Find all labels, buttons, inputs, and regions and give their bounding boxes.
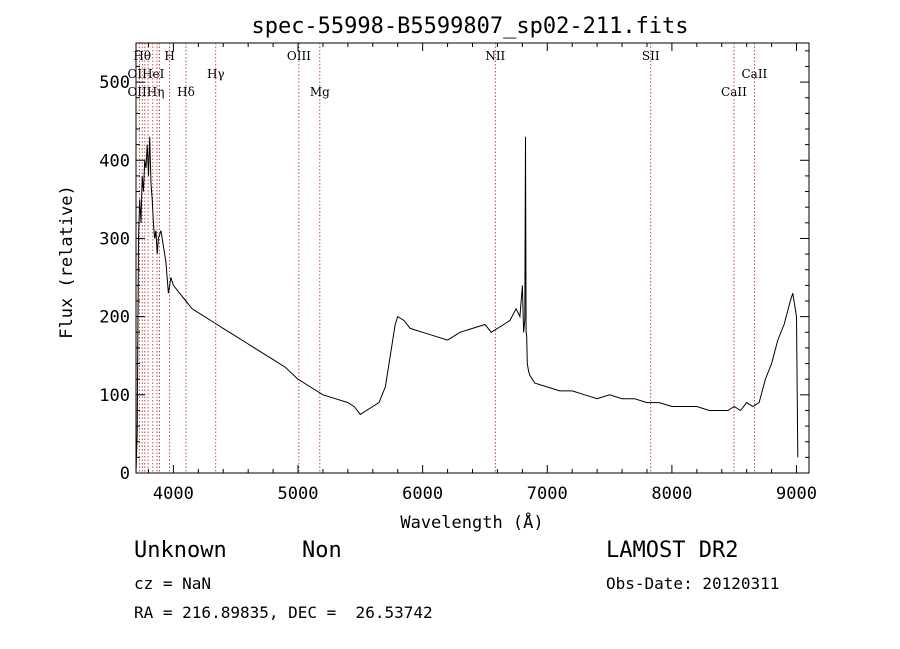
x-tick-label: 4000: [153, 484, 194, 504]
x-tick-label: 8000: [651, 484, 692, 504]
line-annotation: H: [164, 49, 174, 63]
line-annotation: Hθ: [133, 49, 151, 63]
x-axis-label: Wavelength (Å): [400, 511, 543, 533]
survey-name: LAMOST DR2: [606, 538, 739, 563]
line-annotation: Hδ: [177, 85, 195, 99]
line-annotation: OIIHη: [127, 85, 164, 99]
line-annotation: CaII: [721, 85, 747, 99]
object-name: Unknown: [134, 538, 227, 563]
y-tick-label: 500: [99, 73, 130, 93]
y-axis-ticks: 0 100 200 300 400 500: [99, 50, 809, 484]
y-tick-label: 100: [99, 386, 130, 406]
y-tick-label: 200: [99, 308, 130, 328]
x-tick-label: 9000: [776, 484, 817, 504]
line-annotation: OIII: [287, 49, 311, 63]
x-tick-label: 7000: [527, 484, 568, 504]
x-axis-ticks: 4000 5000 6000 7000 8000 9000: [147, 43, 817, 504]
line-annotation: Hγ: [207, 67, 225, 81]
spectrum-line: [135, 136, 799, 474]
redshift-label: cz = NaN: [134, 574, 212, 593]
y-tick-label: 0: [120, 464, 130, 484]
chart-title: spec-55998-B5599807_sp02-211.fits: [251, 14, 688, 39]
line-annotation: NII: [485, 49, 505, 63]
object-class: Non: [302, 538, 342, 563]
emission-line-markers: [138, 43, 755, 473]
line-annotations: Hθ H OIII NII SII OIHeI Hγ CaII OIIHη Hδ Mg CaII: [127, 49, 767, 99]
line-annotation: OIHeI: [128, 67, 165, 81]
coordinates-label: RA = 216.89835, DEC = 26.53742: [134, 603, 433, 622]
x-tick-label: 5000: [278, 484, 319, 504]
line-annotation: SII: [642, 49, 660, 63]
obs-date-label: Obs-Date: 20120311: [606, 574, 780, 593]
y-tick-label: 400: [99, 151, 130, 171]
y-axis-label: Flux (relative): [57, 185, 77, 339]
x-tick-label: 6000: [402, 484, 443, 504]
y-tick-label: 300: [99, 229, 130, 249]
line-annotation: Mg: [310, 85, 330, 99]
plot-frame: [135, 42, 810, 474]
line-annotation: CaII: [741, 67, 767, 81]
